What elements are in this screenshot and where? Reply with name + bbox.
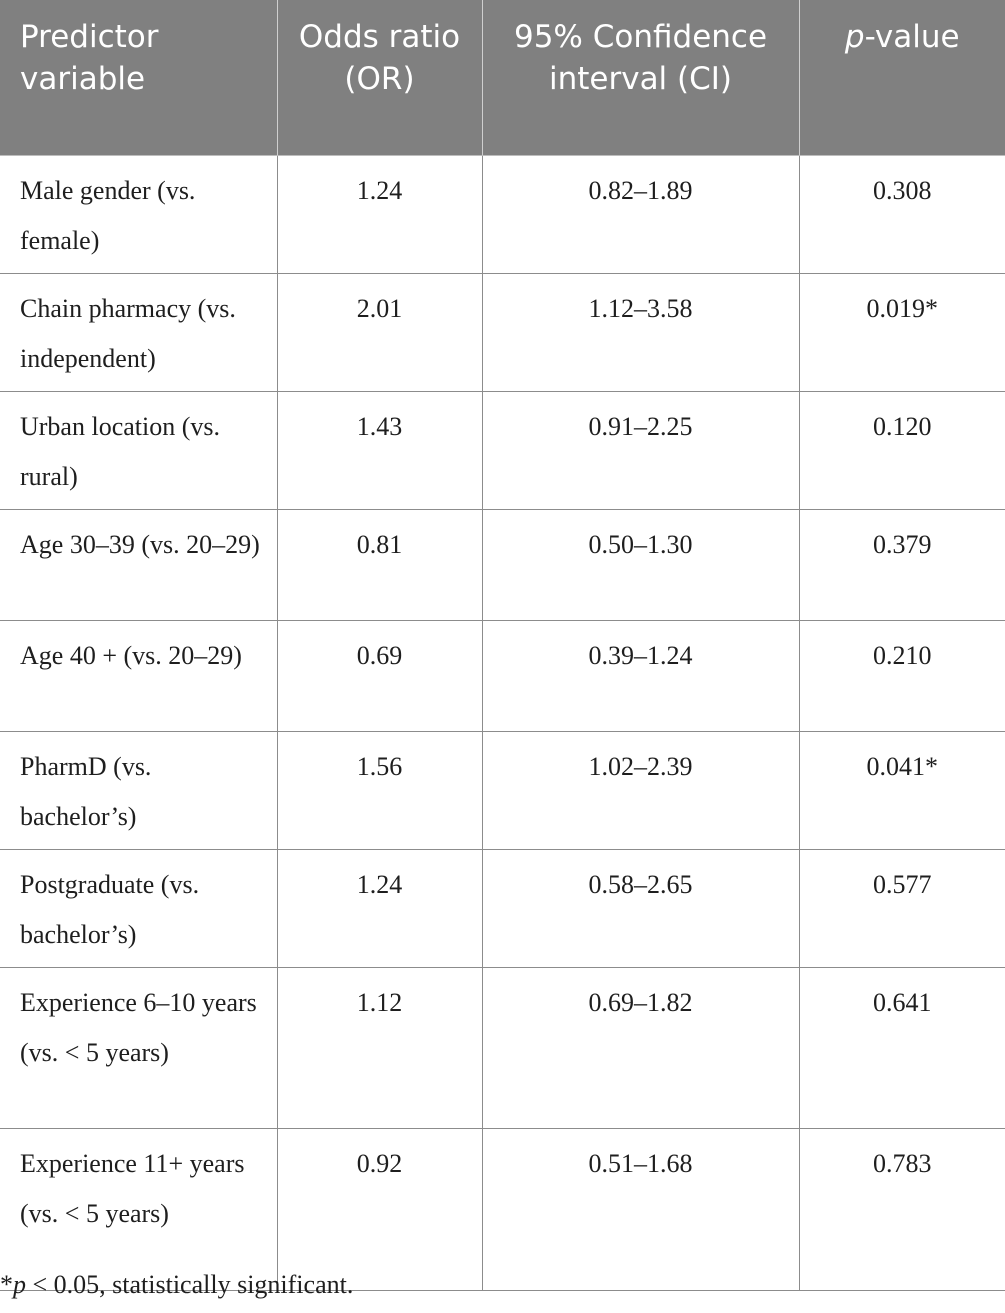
footnote-star: *	[0, 1270, 13, 1299]
footnote-p: p	[13, 1270, 26, 1299]
table-row: Chain pharmacy (vs. independent) 2.01 1.…	[0, 272, 1005, 392]
cell-confidence-interval: 0.58–2.65	[481, 848, 800, 968]
cell-predictor: Experience 11+ years (vs. < 5 years)	[0, 1127, 278, 1291]
footnote-text: < 0.05, statistically significant.	[26, 1270, 354, 1299]
cell-p-value: 0.641	[798, 966, 1005, 1129]
cell-predictor: PharmD (vs. bachelor’s)	[0, 730, 278, 850]
cell-confidence-interval: 0.51–1.68	[481, 1127, 800, 1291]
table-header-row: Predictor variable Odds ratio (OR) 95% C…	[0, 0, 1005, 156]
cell-odds-ratio: 1.24	[276, 154, 483, 274]
cell-odds-ratio: 1.56	[276, 730, 483, 850]
table-row: Experience 11+ years (vs. < 5 years) 0.9…	[0, 1127, 1005, 1291]
cell-p-value: 0.783	[798, 1127, 1005, 1291]
header-p-value: p-value	[798, 0, 1005, 156]
cell-p-value: 0.041*	[798, 730, 1005, 850]
cell-confidence-interval: 1.12–3.58	[481, 272, 800, 392]
cell-p-value: 0.210	[798, 619, 1005, 732]
cell-odds-ratio: 2.01	[276, 272, 483, 392]
cell-p-value: 0.379	[798, 508, 1005, 621]
cell-p-value: 0.019*	[798, 272, 1005, 392]
cell-odds-ratio: 1.24	[276, 848, 483, 968]
table-row: Postgraduate (vs. bachelor’s) 1.24 0.58–…	[0, 848, 1005, 968]
cell-confidence-interval: 0.69–1.82	[481, 966, 800, 1129]
cell-predictor: Age 30–39 (vs. 20–29)	[0, 508, 278, 621]
table-row: Age 30–39 (vs. 20–29) 0.81 0.50–1.30 0.3…	[0, 508, 1005, 621]
cell-predictor: Urban location (vs. rural)	[0, 390, 278, 510]
cell-confidence-interval: 0.91–2.25	[481, 390, 800, 510]
cell-predictor: Experience 6–10 years (vs. < 5 years)	[0, 966, 278, 1129]
cell-odds-ratio: 0.81	[276, 508, 483, 621]
table-footnote: *p < 0.05, statistically significant.	[0, 1270, 353, 1300]
cell-odds-ratio: 1.43	[276, 390, 483, 510]
cell-p-value: 0.577	[798, 848, 1005, 968]
table-row: Male gender (vs. female) 1.24 0.82–1.89 …	[0, 154, 1005, 274]
cell-odds-ratio: 0.69	[276, 619, 483, 732]
cell-predictor: Postgraduate (vs. bachelor’s)	[0, 848, 278, 968]
cell-p-value: 0.308	[798, 154, 1005, 274]
header-odds-ratio: Odds ratio (OR)	[276, 0, 482, 156]
cell-predictor: Chain pharmacy (vs. independent)	[0, 272, 278, 392]
table-row: PharmD (vs. bachelor’s) 1.56 1.02–2.39 0…	[0, 730, 1005, 850]
header-p-rest: -value	[864, 19, 960, 55]
header-confidence-interval: 95% Confidence interval (CI)	[481, 0, 799, 156]
cell-confidence-interval: 0.39–1.24	[481, 619, 800, 732]
cell-predictor: Age 40 + (vs. 20–29)	[0, 619, 278, 732]
cell-confidence-interval: 1.02–2.39	[481, 730, 800, 850]
table-row: Experience 6–10 years (vs. < 5 years) 1.…	[0, 966, 1005, 1129]
cell-predictor: Male gender (vs. female)	[0, 154, 278, 274]
table-row: Age 40 + (vs. 20–29) 0.69 0.39–1.24 0.21…	[0, 619, 1005, 732]
cell-confidence-interval: 0.50–1.30	[481, 508, 800, 621]
cell-odds-ratio: 0.92	[276, 1127, 483, 1291]
header-predictor: Predictor variable	[0, 0, 277, 156]
header-p-italic: p	[844, 19, 865, 55]
cell-p-value: 0.120	[798, 390, 1005, 510]
cell-odds-ratio: 1.12	[276, 966, 483, 1129]
table-row: Urban location (vs. rural) 1.43 0.91–2.2…	[0, 390, 1005, 510]
cell-confidence-interval: 0.82–1.89	[481, 154, 800, 274]
